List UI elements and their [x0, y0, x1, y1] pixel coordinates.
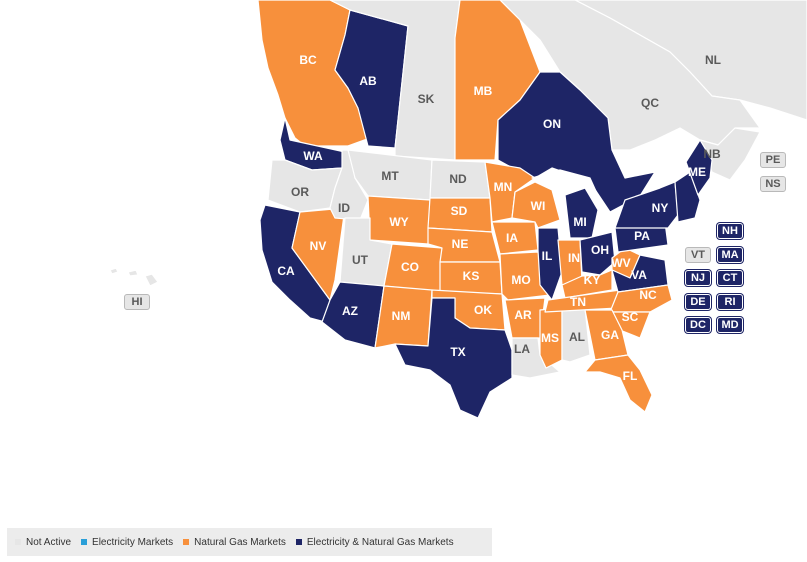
region-LA[interactable]	[511, 337, 561, 379]
region-box-pe[interactable]: PE	[760, 152, 786, 168]
region-label-va: VA	[631, 268, 647, 282]
legend-swatch	[81, 539, 88, 545]
region-label-sk: SK	[418, 92, 435, 106]
region-label-or: OR	[291, 185, 309, 199]
region-box-de[interactable]: DE	[685, 294, 711, 310]
region-label-fl: FL	[623, 369, 638, 383]
legend-swatch	[15, 539, 21, 545]
legend-label: Electricity Markets	[92, 536, 174, 548]
region-label-me: ME	[688, 165, 706, 179]
region-label-nc: NC	[639, 288, 657, 302]
region-label-ne: NE	[452, 237, 469, 251]
region-WI[interactable]	[511, 181, 561, 229]
region-label-wi: WI	[531, 199, 546, 213]
region-label-mb: MB	[474, 84, 493, 98]
region-OH[interactable]	[579, 231, 616, 276]
region-label-co: CO	[401, 260, 419, 274]
region-label-tx: TX	[450, 345, 465, 359]
region-ON[interactable]	[497, 71, 656, 213]
legend-label: Electricity & Natural Gas Markets	[306, 536, 454, 548]
region-label-nb: NB	[703, 147, 721, 161]
region-GA[interactable]	[584, 309, 629, 361]
region-label-bc: BC	[299, 53, 317, 67]
region-box-hi[interactable]: HI	[124, 294, 150, 310]
region-MO[interactable]	[499, 251, 551, 301]
region-label-mo: MO	[511, 273, 530, 287]
region-label-ny: NY	[652, 201, 669, 215]
region-label-sd: SD	[451, 204, 468, 218]
region-box-dc[interactable]: DC	[685, 317, 711, 333]
region-label-wv: WV	[611, 256, 630, 270]
region-label-nv: NV	[310, 239, 327, 253]
legend-label: Not Active	[26, 536, 72, 548]
region-ME[interactable]	[685, 139, 713, 196]
region-label-id: ID	[338, 201, 350, 215]
region-FL[interactable]	[584, 354, 653, 413]
region-label-pa: PA	[634, 229, 650, 243]
legend-label: Natural Gas Markets	[194, 536, 286, 548]
region-box-nh[interactable]: NH	[717, 223, 743, 239]
region-label-in: IN	[568, 251, 580, 265]
region-label-wy: WY	[389, 215, 408, 229]
region-label-wa: WA	[303, 149, 323, 163]
legend-swatch	[183, 539, 190, 545]
region-label-az: AZ	[342, 304, 358, 318]
region-box-ma[interactable]: MA	[717, 247, 743, 263]
legend-item-both[interactable]: Electricity & Natural Gas Markets	[295, 536, 454, 548]
legend-item-electricity[interactable]: Electricity Markets	[81, 537, 173, 548]
region-label-qc: QC	[641, 96, 659, 110]
region-label-ia: IA	[506, 231, 518, 245]
region-label-nd: ND	[449, 172, 467, 186]
region-box-ri[interactable]: RI	[717, 294, 743, 310]
region-label-sc: SC	[622, 310, 639, 324]
region-HI[interactable]	[109, 267, 159, 287]
region-label-ca: CA	[277, 264, 295, 278]
region-label-on: ON	[543, 117, 561, 131]
region-label-nm: NM	[392, 309, 411, 323]
region-label-mi: MI	[573, 215, 586, 229]
region-label-ga: GA	[601, 328, 619, 342]
region-label-la: LA	[514, 342, 530, 356]
region-NC[interactable]	[609, 284, 673, 313]
region-label-nl: NL	[705, 53, 721, 67]
legend: Not Active Electricity Markets Natural G…	[7, 528, 492, 556]
region-label-ok: OK	[474, 303, 492, 317]
legend-item-not-active[interactable]: Not Active	[15, 537, 71, 548]
region-box-ct[interactable]: CT	[717, 270, 743, 286]
region-label-ks: KS	[463, 269, 480, 283]
region-label-il: IL	[542, 249, 553, 263]
region-MI[interactable]	[564, 187, 599, 239]
legend-item-gas[interactable]: Natural Gas Markets	[183, 537, 286, 548]
legend-swatch	[295, 539, 302, 545]
region-box-nj[interactable]: NJ	[685, 270, 711, 286]
region-box-vt[interactable]: VT	[685, 247, 711, 263]
region-label-mn: MN	[494, 180, 513, 194]
region-label-mt: MT	[381, 169, 399, 183]
region-label-al: AL	[569, 330, 585, 344]
region-TX[interactable]	[394, 297, 513, 419]
region-label-ut: UT	[352, 253, 369, 267]
region-label-tn: TN	[570, 295, 586, 309]
region-label-ms: MS	[541, 331, 559, 345]
region-label-ky: KY	[584, 273, 601, 287]
region-label-ab: AB	[359, 74, 377, 88]
region-labels: NL QC BC AB SK MB ON NB WA OR CA NV ID MT WY UT AZ CO NM ND…	[277, 53, 721, 383]
region-box-md[interactable]: MD	[717, 317, 743, 333]
region-label-ar: AR	[514, 308, 532, 322]
region-label-oh: OH	[591, 243, 609, 257]
region-box-ns[interactable]: NS	[760, 176, 786, 192]
